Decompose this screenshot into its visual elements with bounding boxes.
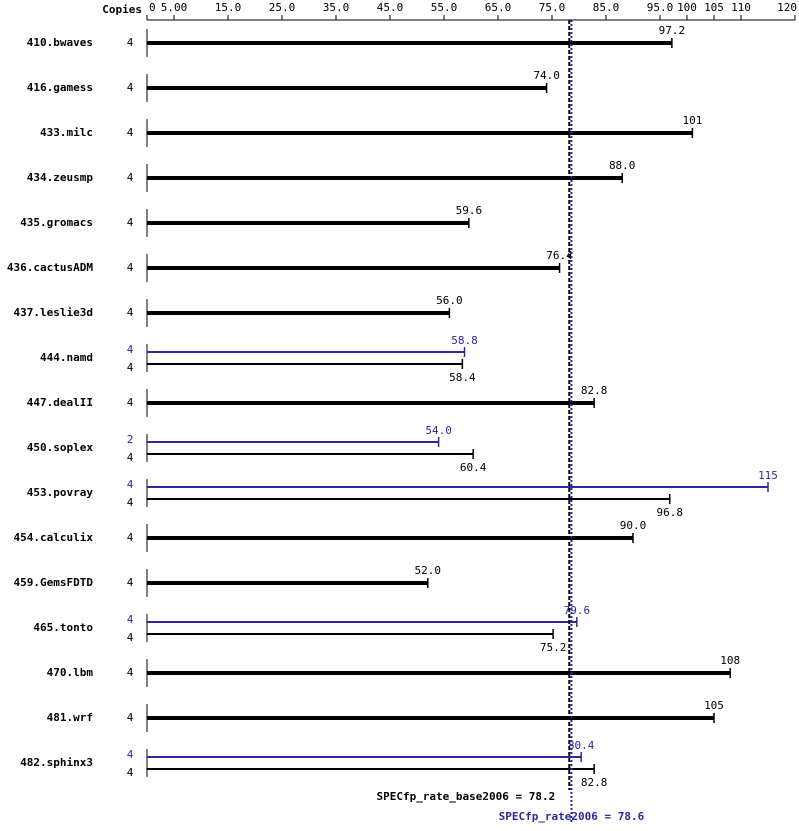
- benchmark-name: 435.gromacs: [20, 216, 93, 229]
- copies: 4: [127, 576, 134, 589]
- x-tick-label: 35.0: [323, 1, 350, 14]
- copies-header: Copies: [102, 3, 142, 16]
- benchmark-name: 459.GemsFDTD: [14, 576, 94, 589]
- copies: 4: [127, 478, 134, 491]
- value-label: 74.0: [533, 69, 560, 82]
- value-label: 82.8: [581, 776, 608, 789]
- benchmark-name: 465.tonto: [33, 621, 93, 634]
- x-tick-label: 65.0: [485, 1, 512, 14]
- value-label: 56.0: [436, 294, 463, 307]
- value-label: 58.8: [451, 334, 478, 347]
- copies: 4: [127, 81, 134, 94]
- reference-label: SPECfp_rate_base2006 = 78.2: [376, 790, 555, 803]
- x-tick-label: 45.0: [377, 1, 404, 14]
- value-label: 58.4: [449, 371, 476, 384]
- value-label: 60.4: [460, 461, 487, 474]
- copies: 4: [127, 748, 134, 761]
- value-label: 115: [758, 469, 778, 482]
- benchmark-name: 482.sphinx3: [20, 756, 93, 769]
- value-label: 105: [704, 699, 724, 712]
- value-label: 101: [682, 114, 702, 127]
- x-tick-label: 15.0: [215, 1, 242, 14]
- value-label: 90.0: [620, 519, 647, 532]
- copies: 4: [127, 496, 134, 509]
- value-label: 76.4: [546, 249, 573, 262]
- copies: 4: [127, 216, 134, 229]
- benchmark-name: 447.dealII: [27, 396, 93, 409]
- copies: 4: [127, 361, 134, 374]
- x-tick-label: 100: [677, 1, 697, 14]
- copies: 4: [127, 613, 134, 626]
- copies: 4: [127, 666, 134, 679]
- x-tick-label: 85.0: [593, 1, 620, 14]
- benchmark-name: 434.zeusmp: [27, 171, 94, 184]
- copies: 4: [127, 171, 134, 184]
- x-tick-label: 75.0: [539, 1, 566, 14]
- x-tick-label: 25.0: [269, 1, 296, 14]
- value-label: 54.0: [425, 424, 452, 437]
- value-label: 88.0: [609, 159, 636, 172]
- reference-label: SPECfp_rate2006 = 78.6: [499, 810, 645, 823]
- copies: 4: [127, 126, 134, 139]
- benchmark-name: 410.bwaves: [27, 36, 93, 49]
- x-tick-label: 105: [704, 1, 724, 14]
- copies: 4: [127, 396, 134, 409]
- x-tick-label: 120: [777, 1, 797, 14]
- value-label: 97.2: [659, 24, 686, 37]
- copies: 4: [127, 261, 134, 274]
- x-tick-label: 95.0: [647, 1, 674, 14]
- value-label: 82.8: [581, 384, 608, 397]
- copies: 4: [127, 766, 134, 779]
- x-tick-label: 5.00: [161, 1, 188, 14]
- benchmark-name: 436.cactusADM: [7, 261, 93, 274]
- x-tick-label: 55.0: [431, 1, 458, 14]
- value-label: 96.8: [656, 506, 683, 519]
- copies: 4: [127, 631, 134, 644]
- benchmark-name: 453.povray: [27, 486, 94, 499]
- copies: 4: [127, 711, 134, 724]
- copies: 4: [127, 306, 134, 319]
- benchmark-name: 450.soplex: [27, 441, 94, 454]
- benchmark-name: 444.namd: [40, 351, 93, 364]
- x-tick-label: 110: [731, 1, 751, 14]
- value-label: 59.6: [456, 204, 483, 217]
- copies: 4: [127, 343, 134, 356]
- benchmark-name: 481.wrf: [47, 711, 93, 724]
- x-tick-label: 0: [149, 1, 156, 14]
- benchmark-name: 454.calculix: [14, 531, 94, 544]
- benchmark-name: 437.leslie3d: [14, 306, 93, 319]
- value-label: 79.6: [564, 604, 591, 617]
- benchmark-name: 470.lbm: [47, 666, 94, 679]
- value-label: 80.4: [568, 739, 595, 752]
- copies: 4: [127, 451, 134, 464]
- value-label: 108: [720, 654, 740, 667]
- benchmark-name: 433.milc: [40, 126, 93, 139]
- value-label: 75.2: [540, 641, 567, 654]
- copies: 2: [127, 433, 134, 446]
- value-label: 52.0: [415, 564, 442, 577]
- copies: 4: [127, 36, 134, 49]
- benchmark-name: 416.gamess: [27, 81, 93, 94]
- copies: 4: [127, 531, 134, 544]
